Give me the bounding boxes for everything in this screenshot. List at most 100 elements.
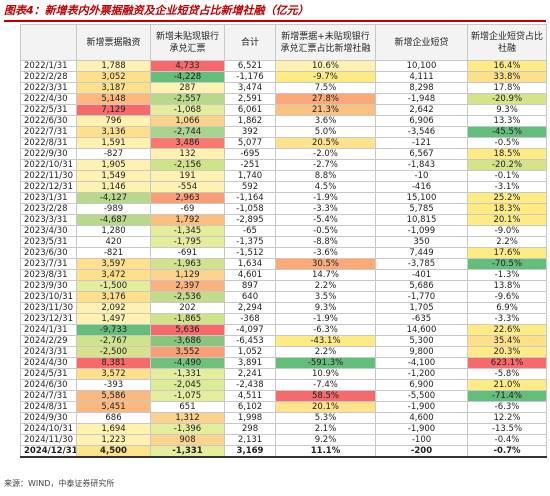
cell-date: 2022/11/30 — [20, 170, 77, 182]
cell-bill-share: 11.1% — [275, 445, 376, 458]
header-corporate-short-loans: 新增企业短贷 — [375, 24, 468, 61]
cell-bill-financing: -9,733 — [76, 324, 151, 336]
cell-date: 2022/6/30 — [20, 115, 77, 127]
cell-undiscounted-acceptance: -1,075 — [150, 390, 225, 402]
cell-undiscounted-acceptance: -2,045 — [150, 379, 225, 391]
cell-bill-financing: 5,586 — [76, 390, 151, 402]
cell-date: 2024/9/30 — [20, 412, 77, 424]
table-row: 2023/6/30 -821 -691 -1,512 -3.6% 7,449 17.6% — [20, 247, 547, 259]
cell-date: 2024/11/30 — [20, 434, 77, 446]
cell-undiscounted-acceptance: 2,397 — [150, 280, 225, 292]
cell-bill-share: 2.2% — [275, 346, 376, 358]
cell-total: 6,521 — [224, 60, 276, 72]
cell-bill-share: -591.3% — [275, 357, 376, 369]
cell-date: 2023/10/31 — [20, 291, 77, 303]
cell-bill-share: -2.7% — [275, 159, 376, 171]
cell-undiscounted-acceptance: 651 — [150, 401, 225, 413]
cell-undiscounted-acceptance: 3,486 — [150, 137, 225, 149]
cell-total: -368 — [224, 313, 276, 325]
cell-undiscounted-acceptance: -1,345 — [150, 225, 225, 237]
cell-short-loans: -635 — [375, 313, 468, 325]
cell-total: -1,176 — [224, 71, 276, 83]
cell-date: 2023/7/31 — [20, 258, 77, 270]
cell-bill-financing: 3,597 — [76, 258, 151, 270]
cell-bill-share: 2.2% — [275, 280, 376, 292]
table-row: 2023/12/31 1,497 -1,865 -368 -1.9% -635 -3.3% — [20, 313, 547, 325]
cell-date: 2023/12/31 — [20, 313, 77, 325]
cell-short-loan-share: 2.2% — [467, 236, 547, 248]
cell-short-loan-share: 20.3% — [467, 346, 547, 358]
cell-short-loan-share: 21.0% — [467, 379, 547, 391]
cell-bill-share: 4.5% — [275, 181, 376, 193]
table-row: 2023/7/31 3,597 -1,963 1,634 30.5% -3,785 -70.… — [20, 258, 547, 270]
cell-short-loans: -100 — [375, 434, 468, 446]
cell-total: 1,998 — [224, 412, 276, 424]
table-row: 2022/10/31 1,905 -2,156 -251 -2.7% -1,843 -20.… — [20, 159, 547, 171]
cell-short-loan-share: -0.1% — [467, 170, 547, 182]
cell-short-loan-share: 17.8% — [467, 82, 547, 94]
cell-bill-financing: 1,280 — [76, 225, 151, 237]
cell-date: 2023/11/30 — [20, 302, 77, 314]
cell-bill-share: 14.7% — [275, 269, 376, 281]
cell-total: -2,438 — [224, 379, 276, 391]
cell-undiscounted-acceptance: -1,331 — [150, 368, 225, 380]
cell-bill-share: 5.0% — [275, 126, 376, 138]
title-rule — [4, 20, 546, 22]
cell-undiscounted-acceptance: -1,865 — [150, 313, 225, 325]
cell-short-loan-share: 17.6% — [467, 247, 547, 259]
cell-undiscounted-acceptance: 1,312 — [150, 412, 225, 424]
table-row: 2024/1/31 -9,733 5,636 -4,097 -6.3% 14,600 22.… — [20, 324, 547, 336]
cell-short-loans: -10 — [375, 170, 468, 182]
cell-total: -6,453 — [224, 335, 276, 347]
cell-bill-share: 27.8% — [275, 93, 376, 105]
cell-undiscounted-acceptance: 5,636 — [150, 324, 225, 336]
cell-date: 2022/10/31 — [20, 159, 77, 171]
cell-short-loan-share: -0.4% — [467, 434, 547, 446]
cell-bill-financing: 1,694 — [76, 423, 151, 435]
cell-short-loans: 8,298 — [375, 82, 468, 94]
table-row: 2024/12/31 4,500 -1,331 3,169 11.1% -200 -0.7% — [20, 445, 547, 458]
cell-bill-financing: 1,223 — [76, 434, 151, 446]
table-row: 2024/10/31 1,694 -1,396 298 2.1% -1,900 -13.5% — [20, 423, 547, 435]
table-row: 2023/1/31 -4,127 2,963 -1,164 -1.9% 15,100 25.… — [20, 192, 547, 204]
financing-table: 新增票据融资 新增未贴现银行承兑汇票 合计 新增票据+未贴现银行承兑汇票占比新增… — [20, 24, 547, 458]
cell-bill-share: 2.1% — [275, 423, 376, 435]
cell-short-loan-share: -0.7% — [467, 445, 547, 458]
cell-total: 298 — [224, 423, 276, 435]
cell-total: 897 — [224, 280, 276, 292]
cell-bill-financing: -1,500 — [76, 280, 151, 292]
cell-date: 2023/2/28 — [20, 203, 77, 215]
cell-short-loans: 5,785 — [375, 203, 468, 215]
cell-date: 2022/9/30 — [20, 148, 77, 160]
header-date — [20, 24, 77, 61]
cell-bill-financing: 8,381 — [76, 357, 151, 369]
cell-short-loan-share: -5.8% — [467, 368, 547, 380]
cell-date: 2024/1/31 — [20, 324, 77, 336]
cell-short-loan-share: 12.2% — [467, 412, 547, 424]
cell-undiscounted-acceptance: -1,068 — [150, 104, 225, 116]
cell-short-loan-share: 623.1% — [467, 357, 547, 369]
cell-short-loans: -3,546 — [375, 126, 468, 138]
cell-short-loans: -1,200 — [375, 368, 468, 380]
cell-short-loans: 1,705 — [375, 302, 468, 314]
cell-total: 2,241 — [224, 368, 276, 380]
cell-bill-financing: 3,187 — [76, 82, 151, 94]
cell-total: 3,169 — [224, 445, 276, 458]
cell-undiscounted-acceptance: 191 — [150, 170, 225, 182]
cell-undiscounted-acceptance: 287 — [150, 82, 225, 94]
cell-bill-share: -9.7% — [275, 71, 376, 83]
cell-date: 2024/2/29 — [20, 335, 77, 347]
cell-bill-share: -0.5% — [275, 225, 376, 237]
cell-bill-share: 10.6% — [275, 60, 376, 72]
header-short-loan-share-of-tsf: 新增企业短贷占比社融 — [467, 24, 547, 61]
cell-short-loan-share: -3.3% — [467, 313, 547, 325]
cell-short-loan-share: -9.0% — [467, 225, 547, 237]
cell-total: 4,601 — [224, 269, 276, 281]
cell-bill-share: -3.3% — [275, 203, 376, 215]
cell-short-loans: 6,567 — [375, 148, 468, 160]
cell-bill-financing: -4,687 — [76, 214, 151, 226]
cell-date: 2024/6/30 — [20, 379, 77, 391]
header-total: 合计 — [224, 24, 276, 61]
cell-total: 1,862 — [224, 115, 276, 127]
cell-bill-share: -2.0% — [275, 148, 376, 160]
